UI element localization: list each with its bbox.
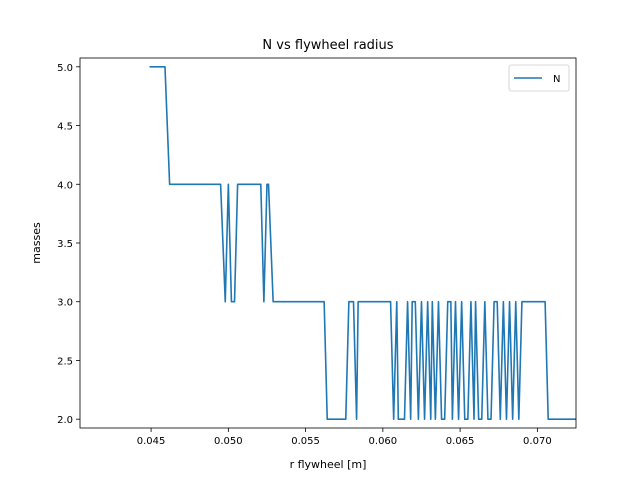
x-axis-label: r flywheel [m] <box>290 458 367 471</box>
chart-title: N vs flywheel radius <box>262 38 393 53</box>
y-tick-label: 3.0 <box>57 298 73 309</box>
plot-area-frame <box>79 57 577 429</box>
series-layer <box>149 66 576 420</box>
x-tick-label: 0.050 <box>214 436 243 447</box>
y-tick-label: 2.0 <box>57 415 73 426</box>
x-axis-ticks: 0.045 0.050 0.055 0.060 0.065 0.070 <box>137 428 552 447</box>
y-tick-label: 5.0 <box>57 63 73 74</box>
y-tick-label: 4.0 <box>57 180 73 191</box>
x-tick-label: 0.065 <box>446 436 475 447</box>
x-tick-label: 0.055 <box>291 436 320 447</box>
series-line-n <box>149 66 576 420</box>
y-axis-ticks: 2.0 2.5 3.0 3.5 4.0 4.5 5.0 <box>57 63 80 426</box>
x-tick-label: 0.060 <box>369 436 398 447</box>
y-axis-label: masses <box>30 222 43 264</box>
x-tick-label: 0.045 <box>137 436 166 447</box>
x-tick-label: 0.070 <box>523 436 552 447</box>
legend: N <box>508 64 570 92</box>
y-tick-label: 4.5 <box>57 122 73 133</box>
y-tick-label: 3.5 <box>57 239 73 250</box>
y-tick-label: 2.5 <box>57 356 73 367</box>
legend-entry-n: N <box>553 74 560 85</box>
